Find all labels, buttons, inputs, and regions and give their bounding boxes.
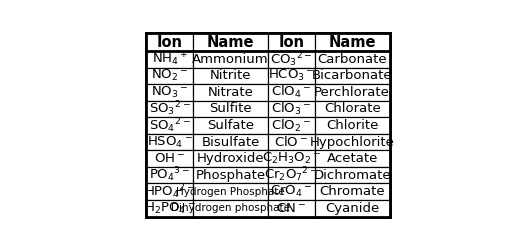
Bar: [146, 68, 193, 84]
Text: Bicarbonate: Bicarbonate: [312, 69, 392, 82]
Text: SO$_4$$^{2-}$: SO$_4$$^{2-}$: [149, 116, 191, 135]
Text: Sulfate: Sulfate: [207, 119, 254, 132]
Text: HPO$_4$$^{2-}$: HPO$_4$$^{2-}$: [144, 182, 196, 201]
Bar: [315, 68, 390, 84]
Bar: [146, 51, 193, 68]
Text: Hydrogen Phosphate: Hydrogen Phosphate: [176, 187, 285, 197]
Text: Hypochlorite: Hypochlorite: [310, 136, 394, 148]
Text: H$_2$PO$_4$$^-$: H$_2$PO$_4$$^-$: [144, 201, 196, 216]
Bar: [193, 200, 268, 217]
Text: Chromate: Chromate: [320, 185, 385, 198]
Text: SO$_3$$^{2-}$: SO$_3$$^{2-}$: [149, 100, 191, 118]
Bar: [315, 184, 390, 200]
Text: HCO$_3$$^-$: HCO$_3$$^-$: [268, 68, 315, 83]
Text: Nitrite: Nitrite: [210, 69, 251, 82]
Bar: [146, 150, 193, 167]
Bar: [193, 167, 268, 184]
Bar: [268, 150, 315, 167]
Text: Bisulfate: Bisulfate: [201, 136, 260, 148]
Bar: [315, 117, 390, 134]
Text: Dihydrogen phosphate: Dihydrogen phosphate: [171, 203, 290, 213]
Text: Chlorite: Chlorite: [326, 119, 378, 132]
Text: OH$^-$: OH$^-$: [154, 152, 185, 165]
Bar: [315, 84, 390, 101]
Bar: [268, 84, 315, 101]
Text: CN$^-$: CN$^-$: [277, 202, 306, 215]
Bar: [146, 184, 193, 200]
Bar: [146, 33, 390, 217]
Text: ClO$_4$$^-$: ClO$_4$$^-$: [271, 84, 312, 101]
Text: C$_2$H$_3$O$_2$$^-$: C$_2$H$_3$O$_2$$^-$: [262, 151, 321, 166]
Text: ClO$^-$: ClO$^-$: [275, 135, 309, 149]
Bar: [268, 184, 315, 200]
Bar: [146, 200, 193, 217]
Bar: [268, 51, 315, 68]
Text: Cr$_2$O$_7$$^{2-}$: Cr$_2$O$_7$$^{2-}$: [264, 166, 319, 185]
Bar: [193, 84, 268, 101]
Bar: [146, 167, 193, 184]
Bar: [315, 51, 390, 68]
Bar: [315, 167, 390, 184]
Bar: [268, 101, 315, 117]
Bar: [193, 51, 268, 68]
Bar: [268, 134, 315, 150]
Bar: [315, 33, 390, 51]
Bar: [268, 68, 315, 84]
Text: Nitrate: Nitrate: [208, 86, 254, 99]
Bar: [193, 150, 268, 167]
Bar: [146, 117, 193, 134]
Text: Carbonate: Carbonate: [317, 53, 387, 66]
Text: PO$_4$$^{3-}$: PO$_4$$^{3-}$: [149, 166, 190, 185]
Bar: [315, 134, 390, 150]
Text: NH$_4$$^+$: NH$_4$$^+$: [152, 51, 188, 68]
Bar: [315, 200, 390, 217]
Text: Name: Name: [207, 35, 254, 49]
Text: Hydroxide: Hydroxide: [197, 152, 264, 165]
Bar: [146, 84, 193, 101]
Text: Phosphate: Phosphate: [196, 169, 266, 182]
Bar: [146, 33, 390, 217]
Text: Ion: Ion: [278, 35, 304, 49]
Bar: [268, 33, 315, 51]
Bar: [146, 33, 193, 51]
Bar: [146, 134, 193, 150]
Text: Sulfite: Sulfite: [209, 103, 252, 115]
Bar: [268, 117, 315, 134]
Bar: [193, 117, 268, 134]
Text: Name: Name: [328, 35, 376, 49]
Text: ClO$_2$$^-$: ClO$_2$$^-$: [271, 117, 312, 134]
Text: Ion: Ion: [157, 35, 183, 49]
Text: NO$_3$$^-$: NO$_3$$^-$: [151, 85, 188, 100]
Text: Acetate: Acetate: [326, 152, 378, 165]
Bar: [193, 68, 268, 84]
Bar: [315, 101, 390, 117]
Bar: [193, 101, 268, 117]
Bar: [193, 184, 268, 200]
Text: NO$_2$$^-$: NO$_2$$^-$: [151, 68, 188, 83]
Bar: [268, 167, 315, 184]
Bar: [193, 134, 268, 150]
Bar: [315, 150, 390, 167]
Bar: [268, 200, 315, 217]
Text: HSO$_4$$^-$: HSO$_4$$^-$: [147, 135, 192, 150]
Text: CrO$_4$$^-$: CrO$_4$$^-$: [270, 184, 312, 199]
Text: CO$_3$$^{2-}$: CO$_3$$^{2-}$: [270, 50, 313, 69]
Bar: [146, 101, 193, 117]
Text: Perchlorate: Perchlorate: [314, 86, 390, 99]
Bar: [193, 33, 268, 51]
Text: Ammonium: Ammonium: [192, 53, 269, 66]
Text: ClO$_3$$^-$: ClO$_3$$^-$: [271, 101, 312, 117]
Text: Cyanide: Cyanide: [325, 202, 379, 215]
Text: Chlorate: Chlorate: [324, 103, 381, 115]
Text: Dichromate: Dichromate: [313, 169, 391, 182]
